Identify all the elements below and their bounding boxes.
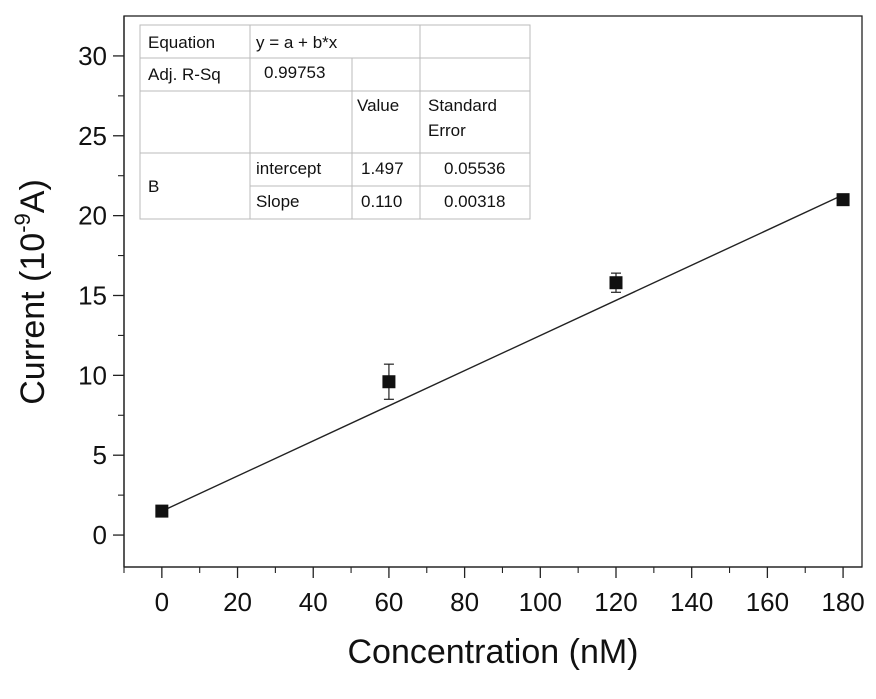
data-point (382, 375, 396, 389)
y-tick-label: 25 (78, 121, 107, 151)
y-axis-title-exponent: -9 (10, 213, 35, 233)
column-header-error-line2: Error (428, 121, 466, 140)
y-tick-label: 30 (78, 41, 107, 71)
fit-table-frame (139, 24, 531, 220)
x-tick-label: 80 (450, 587, 479, 617)
x-axis-title: Concentration (nM) (347, 633, 638, 671)
row-group-label: B (148, 177, 159, 196)
x-tick-label: 120 (594, 587, 637, 617)
fit-table: Equation y = a + b*x Adj. R-Sq 0.99753 V… (139, 24, 531, 220)
y-tick-label: 0 (93, 520, 107, 550)
r2-value: 0.99753 (264, 63, 325, 82)
y-axis-title-unit: A) (14, 179, 52, 213)
intercept-error: 0.05536 (444, 159, 505, 178)
x-tick-label: 180 (821, 587, 864, 617)
x-axis: 0 20 40 60 80 100 120 140 160 180 (123, 566, 865, 617)
x-tick-label: 20 (223, 587, 252, 617)
fit-line (161, 194, 844, 512)
y-axis-title-main: Current (10 (14, 233, 52, 405)
slope-error: 0.00318 (444, 192, 505, 211)
column-header-value: Value (357, 96, 399, 115)
y-tick-label: 10 (78, 360, 107, 390)
r2-label: Adj. R-Sq (148, 65, 221, 84)
data-point (609, 276, 623, 290)
fit-line-group (161, 194, 844, 512)
slope-label: Slope (256, 192, 299, 211)
data-point (155, 504, 169, 518)
data-point (836, 193, 850, 207)
x-tick-label: 0 (155, 587, 169, 617)
x-tick-label: 100 (519, 587, 562, 617)
data-points (155, 193, 850, 518)
y-tick-label: 20 (78, 201, 107, 231)
equation-value: y = a + b*x (256, 33, 338, 52)
x-tick-label: 160 (746, 587, 789, 617)
x-tick-label: 60 (374, 587, 403, 617)
y-tick-label: 15 (78, 280, 107, 310)
y-axis-title: Current (10-9A) (10, 179, 52, 405)
y-tick-label: 5 (93, 440, 107, 470)
slope-value: 0.110 (361, 192, 402, 211)
x-tick-label: 140 (670, 587, 713, 617)
intercept-value: 1.497 (361, 159, 404, 178)
equation-label: Equation (148, 33, 215, 52)
y-axis: 0 5 10 15 20 25 30 (78, 16, 125, 567)
x-tick-label: 40 (299, 587, 328, 617)
intercept-label: intercept (256, 159, 321, 178)
column-header-error-line1: Standard (428, 96, 497, 115)
